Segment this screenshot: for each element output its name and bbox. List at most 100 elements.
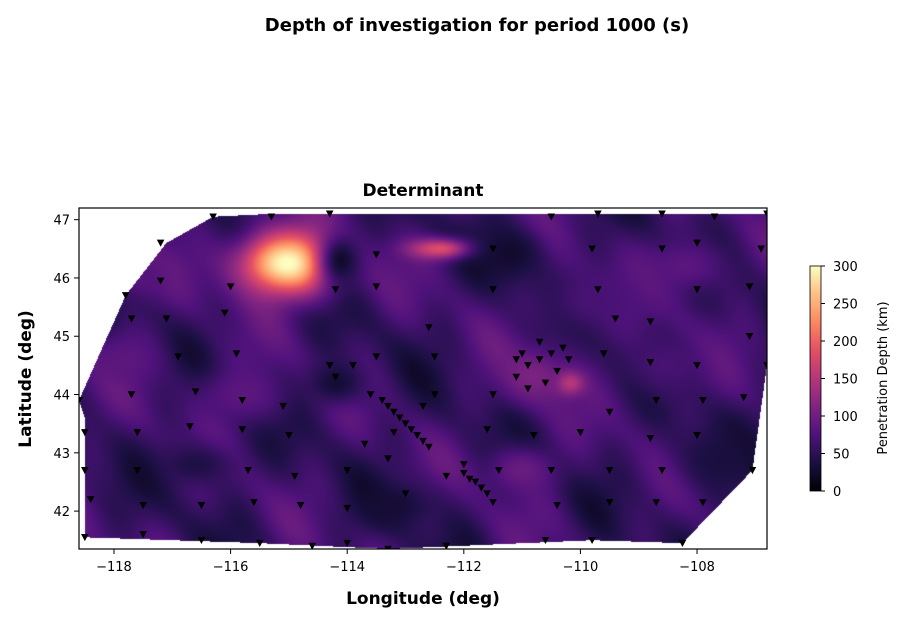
station-marker — [197, 501, 206, 510]
station-marker — [296, 501, 305, 510]
station-marker — [372, 283, 381, 291]
colorbar-tick-label: 0 — [833, 485, 841, 500]
station-marker — [529, 432, 538, 440]
station-marker — [658, 467, 666, 475]
y-tick-label: 45 — [53, 330, 70, 345]
station-marker — [588, 245, 596, 253]
station-marker — [460, 461, 468, 469]
x-tick-label: −112 — [446, 560, 482, 575]
station-marker — [442, 472, 451, 480]
station-marker — [489, 499, 497, 507]
station-marker — [763, 210, 767, 218]
station-marker — [489, 286, 497, 294]
colorbar-label: Penetration Depth (km) — [876, 301, 891, 454]
station-marker — [588, 536, 596, 545]
station-marker — [343, 539, 352, 547]
station-marker — [494, 467, 503, 475]
station-marker — [209, 213, 217, 221]
station-marker — [710, 213, 719, 221]
station-marker — [401, 490, 410, 498]
station-marker — [658, 245, 666, 253]
x-tick-label: −118 — [96, 560, 132, 575]
station-marker — [419, 402, 427, 410]
station-marker — [220, 309, 229, 317]
plot-area — [79, 208, 767, 549]
station-marker — [174, 353, 182, 361]
axes-frame — [78, 207, 768, 550]
station-marker — [372, 353, 381, 361]
station-marker — [343, 467, 352, 475]
y-axis-ticks: 42 43 44 45 46 47 — [53, 214, 79, 520]
station-marker — [390, 429, 398, 437]
station-marker — [745, 283, 754, 291]
station-marker — [139, 501, 147, 510]
station-marker — [535, 338, 544, 346]
station-marker — [489, 245, 497, 253]
station-marker — [86, 496, 95, 504]
station-marker — [343, 504, 352, 512]
station-marker — [238, 426, 247, 434]
station-marker — [471, 478, 480, 486]
station-marker — [226, 283, 235, 291]
station-marker — [430, 391, 439, 399]
station-marker — [605, 408, 614, 416]
station-marker — [127, 391, 136, 399]
station-marker — [127, 315, 136, 323]
station-marker — [384, 402, 392, 410]
y-tick-label: 46 — [53, 272, 70, 287]
station-marker — [81, 467, 89, 475]
x-tick-label: −114 — [329, 560, 365, 575]
station-marker — [512, 356, 521, 364]
station-marker — [524, 385, 532, 393]
station-marker — [547, 350, 556, 358]
station-marker — [763, 362, 767, 370]
station-marker — [244, 467, 252, 475]
axes-title: Determinant — [362, 181, 483, 201]
colorbar — [809, 265, 822, 492]
station-marker — [465, 475, 474, 483]
colorbar-tick-label: 150 — [833, 373, 858, 388]
colorbar-ticks: 0 50 100 150 200 250 300 — [821, 260, 858, 500]
station-marker — [646, 359, 655, 367]
y-tick-label: 43 — [53, 447, 70, 462]
station-marker — [483, 490, 491, 498]
station-marker — [442, 542, 451, 549]
y-tick-label: 47 — [53, 214, 70, 229]
station-marker — [267, 213, 276, 221]
station-marker — [460, 469, 468, 478]
x-axis-ticks: −118 −116 −114 −112 −110 −108 — [96, 549, 715, 575]
station-marker — [748, 467, 757, 475]
station-marker — [255, 539, 264, 547]
station-marker — [232, 350, 241, 358]
station-marker — [279, 402, 287, 410]
figure-suptitle: Depth of investigation for period 1000 (… — [265, 15, 689, 36]
station-marker — [133, 467, 142, 475]
station-marker — [162, 315, 171, 323]
station-marker — [658, 210, 666, 218]
station-marker — [139, 531, 147, 539]
station-marker — [652, 499, 661, 507]
x-tick-label: −108 — [679, 560, 715, 575]
station-marker — [250, 499, 258, 507]
station-marker — [133, 429, 142, 437]
station-marker — [594, 210, 602, 218]
station-marker — [678, 539, 687, 547]
station-marker — [553, 367, 561, 376]
colorbar-tick-label: 200 — [833, 335, 858, 350]
station-marker — [413, 432, 421, 440]
station-marker — [156, 239, 165, 247]
station-marker — [652, 397, 661, 405]
station-marker — [699, 397, 707, 405]
station-marker — [605, 467, 614, 475]
station-marker — [757, 245, 765, 253]
colorbar-tick-label: 250 — [833, 298, 858, 313]
y-axis-label: Latitude (deg) — [16, 310, 36, 448]
y-tick-label: 44 — [53, 389, 70, 404]
station-marker — [308, 542, 317, 549]
station-marker — [594, 286, 602, 294]
station-marker — [553, 501, 561, 510]
station-marker — [390, 408, 398, 416]
station-marker — [699, 499, 707, 507]
colorbar-tick-label: 50 — [833, 448, 850, 463]
